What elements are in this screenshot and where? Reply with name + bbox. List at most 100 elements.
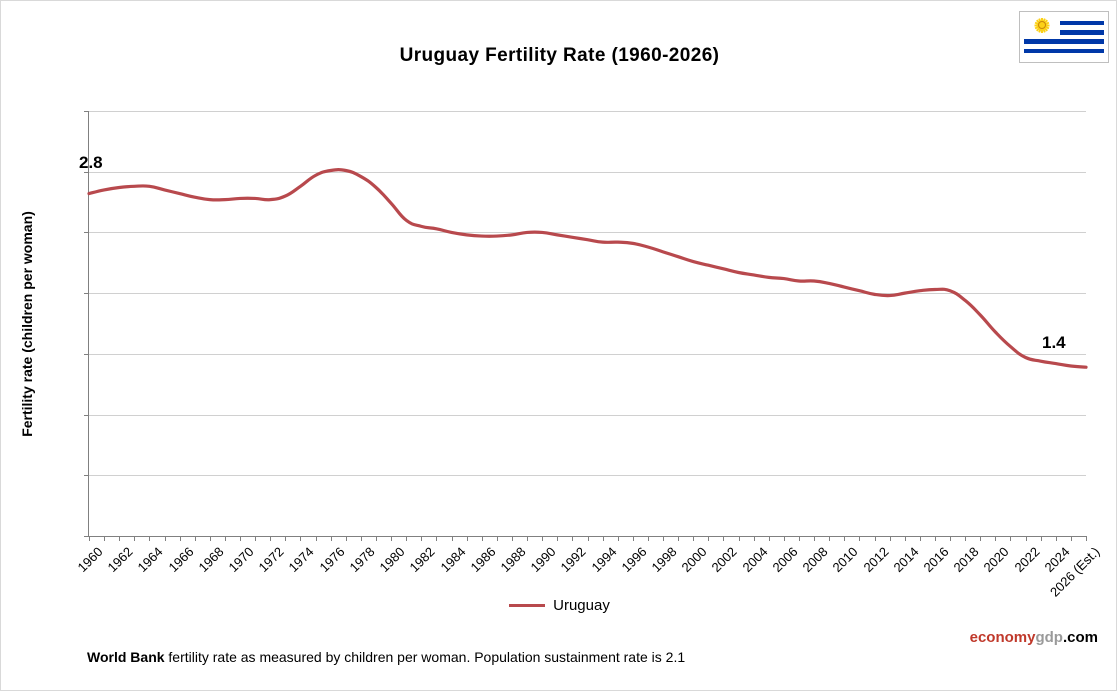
brand-part-com: .com — [1062, 629, 1098, 646]
x-tick-mark — [617, 536, 619, 541]
x-tick-mark — [995, 536, 997, 541]
x-tick-mark — [481, 536, 483, 541]
x-tick-mark — [194, 536, 196, 541]
x-tick-mark — [572, 536, 574, 541]
y-tick-mark — [84, 293, 89, 295]
x-tick-mark — [965, 536, 967, 541]
x-tick-mark — [330, 536, 332, 541]
x-tick-mark — [1010, 536, 1012, 541]
gridline — [89, 353, 1086, 355]
x-tick-mark — [421, 536, 423, 541]
x-tick-mark — [708, 536, 710, 541]
x-tick-mark — [632, 536, 634, 541]
x-tick-mark — [542, 536, 544, 541]
end-value-label: 1.4 — [1042, 333, 1066, 352]
x-tick-mark — [360, 536, 362, 541]
x-tick-mark — [466, 536, 468, 541]
y-tick-mark — [84, 536, 89, 537]
x-tick-mark — [179, 536, 181, 541]
x-tick-mark — [678, 536, 680, 541]
x-tick-mark — [209, 536, 211, 541]
y-tick-mark — [84, 414, 89, 416]
gridline — [89, 232, 1086, 234]
series-line-uruguay — [87, 167, 1088, 369]
x-tick-mark — [1025, 536, 1027, 541]
x-tick-mark — [783, 536, 785, 541]
x-tick-mark — [663, 536, 665, 541]
x-tick-mark — [859, 536, 861, 541]
x-tick-mark — [557, 536, 559, 541]
gridline — [89, 171, 1086, 173]
x-tick-mark — [587, 536, 589, 541]
uruguay-flag — [1019, 11, 1109, 63]
flag-stripe — [1024, 39, 1104, 44]
page-title: Uruguay Fertility Rate (1960-2026) — [399, 45, 720, 66]
x-tick-mark — [270, 536, 272, 541]
source-note-rest: fertility rate as measured by children p… — [164, 649, 686, 665]
x-tick-mark — [240, 536, 242, 541]
y-axis-title: Fertility rate (children per woman) — [19, 210, 35, 437]
x-tick-mark — [315, 536, 317, 541]
brand-part-economy: economy — [969, 629, 1036, 646]
x-tick-mark — [391, 536, 393, 541]
gridline — [89, 111, 1086, 112]
x-tick-mark — [255, 536, 257, 541]
chart-legend: Uruguay — [1, 597, 1117, 614]
source-note: World Bank fertility rate as measured by… — [87, 649, 685, 665]
x-tick-mark — [1086, 536, 1087, 541]
x-tick-mark — [376, 536, 377, 541]
x-tick-mark — [647, 536, 649, 541]
y-tick-mark — [84, 111, 89, 112]
legend-label-uruguay: Uruguay — [553, 597, 610, 614]
x-tick-mark — [149, 536, 151, 541]
gridline — [89, 475, 1086, 477]
flag-stripe — [1024, 20, 1104, 26]
x-tick-mark — [829, 536, 831, 541]
x-tick-mark — [768, 536, 770, 541]
plot-background — [89, 111, 1086, 536]
plot-area: Fertility rate (children per woman) 0.00… — [19, 111, 1103, 600]
x-tick-mark — [300, 536, 302, 541]
x-tick-mark — [496, 536, 498, 541]
x-tick-mark — [406, 536, 408, 541]
flag-stripe — [1024, 29, 1104, 35]
x-tick-mark — [511, 536, 513, 541]
y-tick-mark — [84, 232, 89, 234]
x-tick-mark — [844, 536, 846, 541]
brand-logo[interactable]: economygdp.com — [970, 629, 1098, 646]
x-tick-mark — [950, 536, 952, 541]
source-note-bold: World Bank — [87, 649, 165, 665]
x-tick-mark — [934, 536, 936, 541]
x-tick-mark — [1070, 536, 1072, 541]
x-tick-mark — [164, 536, 166, 541]
start-value-label: 2.8 — [79, 153, 103, 172]
x-tick-mark — [119, 536, 121, 541]
x-tick-mark — [1040, 536, 1042, 541]
x-axis-line — [88, 536, 1086, 537]
flag-stripe — [1024, 48, 1104, 54]
x-tick-mark — [798, 536, 800, 541]
x-tick-mark — [1055, 536, 1057, 541]
x-tick-mark — [693, 536, 695, 541]
legend-swatch-uruguay — [509, 604, 546, 607]
sun-of-may-icon — [1034, 17, 1050, 33]
x-tick-mark — [753, 536, 755, 541]
x-tick-mark — [602, 536, 604, 541]
y-tick-mark — [84, 475, 89, 477]
x-tick-mark — [738, 536, 740, 541]
x-tick-mark — [889, 536, 891, 541]
x-tick-mark — [345, 536, 347, 541]
brand-part-gdp: gdp — [1035, 629, 1063, 646]
x-tick-mark — [89, 536, 90, 541]
y-tick-mark — [84, 171, 89, 173]
x-tick-mark — [980, 536, 982, 541]
x-tick-mark — [904, 536, 906, 541]
x-tick-mark — [436, 536, 438, 541]
x-tick-mark — [814, 536, 816, 541]
y-axis-line — [88, 111, 89, 536]
gridline — [89, 293, 1086, 295]
x-tick-mark — [285, 536, 287, 541]
x-tick-mark — [919, 536, 921, 541]
x-tick-mark — [874, 536, 876, 541]
